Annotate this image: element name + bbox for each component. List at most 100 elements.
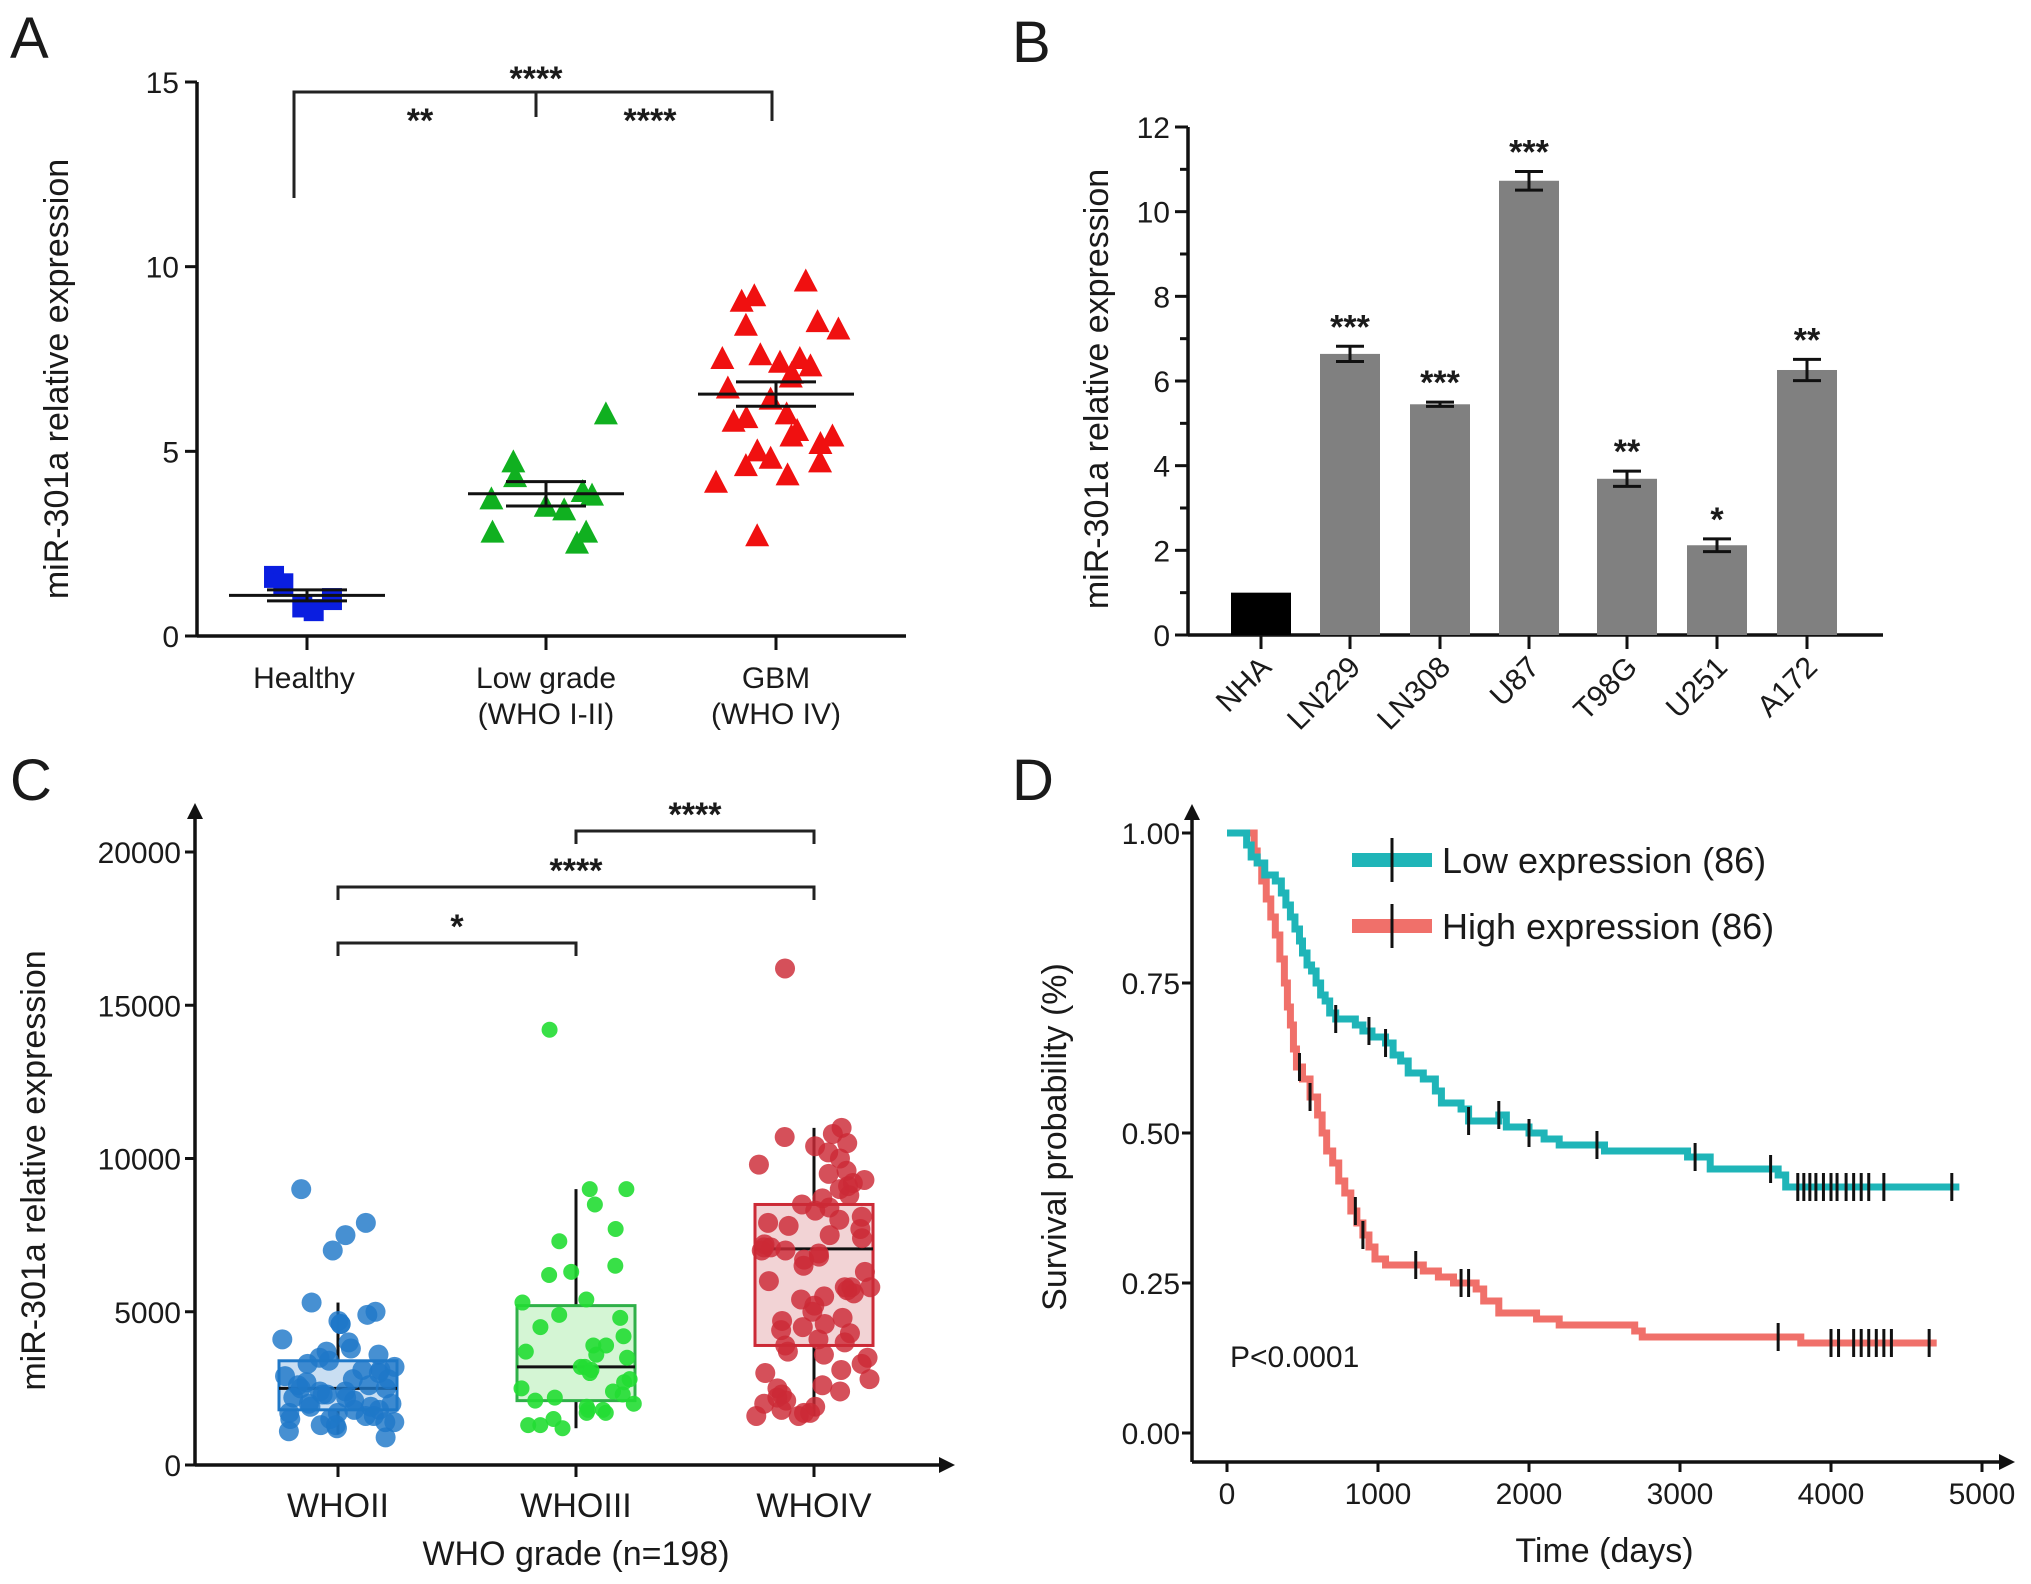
y-tick-label: 5	[162, 436, 179, 469]
data-point-triangle	[501, 449, 526, 473]
data-point	[586, 1196, 603, 1213]
data-point	[860, 1277, 881, 1298]
data-point	[859, 1369, 880, 1390]
data-point-square	[292, 595, 313, 618]
data-point	[532, 1417, 549, 1434]
data-point-square	[273, 573, 294, 596]
x-tick-label: 2000	[1496, 1478, 1563, 1511]
data-point	[300, 1396, 321, 1417]
data-point	[830, 1381, 851, 1402]
data-point	[788, 1405, 809, 1426]
data-point	[375, 1378, 396, 1399]
x-tick-label: 4000	[1798, 1478, 1865, 1511]
data-point	[812, 1375, 833, 1396]
data-point	[818, 1163, 839, 1184]
data-point	[546, 1389, 563, 1406]
bar	[1320, 353, 1380, 635]
data-point-triangle	[767, 349, 792, 373]
y-tick-label: 6	[1153, 366, 1170, 399]
data-point	[375, 1412, 396, 1433]
data-point	[808, 1329, 829, 1350]
y-tick-label: 1.00	[1122, 818, 1180, 851]
significance-label: **	[407, 102, 434, 140]
x-axis-arrow-icon	[1999, 1454, 2015, 1470]
data-point	[517, 1343, 534, 1360]
data-point	[854, 1261, 875, 1282]
x-axis-title: WHO grade (n=198)	[422, 1535, 729, 1573]
data-point	[775, 958, 796, 979]
data-point	[335, 1225, 356, 1246]
y-axis-title: miR-301a relative expression	[1078, 169, 1116, 609]
data-point	[829, 1209, 850, 1230]
p-value-annotation: P<0.0001	[1230, 1341, 1359, 1374]
data-point	[834, 1332, 855, 1353]
data-point	[777, 1341, 798, 1362]
data-point	[318, 1350, 339, 1371]
data-point-triangle	[775, 462, 800, 486]
x-tick-label: (WHO I-II)	[478, 698, 615, 731]
x-tick-label: Healthy	[253, 662, 355, 695]
data-point	[578, 1404, 595, 1421]
data-point	[793, 1255, 814, 1276]
data-point	[852, 1228, 873, 1249]
significance-label: ****	[510, 60, 564, 98]
bar	[1410, 404, 1470, 635]
data-point	[851, 1353, 872, 1374]
y-tick-label: 15	[146, 67, 179, 100]
x-tick-label: (WHO IV)	[711, 698, 841, 731]
data-point	[607, 1257, 624, 1274]
data-point	[330, 1314, 351, 1335]
x-tick-label: 1000	[1345, 1478, 1412, 1511]
significance-label: **	[1614, 433, 1641, 471]
data-point	[822, 1123, 843, 1144]
data-point	[278, 1421, 299, 1442]
data-point-triangle	[703, 469, 728, 493]
data-point	[758, 1271, 779, 1292]
data-point	[597, 1404, 614, 1421]
data-point-triangle	[745, 523, 770, 547]
panel-letter-d: D	[1012, 748, 1054, 813]
significance-label: ****	[550, 852, 604, 890]
data-point	[618, 1181, 635, 1198]
panel-a-scatter: 0 5 10 15 Healthy Low grade(WHO I-II) GBM(WHO …	[38, 60, 906, 731]
data-point	[802, 1301, 823, 1322]
significance-bracket	[336, 885, 816, 900]
y-axis-arrow-icon	[187, 803, 203, 819]
data-point-triangle	[805, 309, 830, 333]
data-point	[355, 1212, 376, 1233]
data-point	[813, 1344, 834, 1365]
data-point-triangle	[710, 346, 735, 369]
data-point	[283, 1387, 304, 1408]
y-tick-label: 10	[146, 252, 179, 285]
data-point	[775, 1240, 796, 1261]
data-point	[837, 1133, 858, 1154]
data-point-triangle	[758, 445, 783, 469]
data-point	[355, 1405, 376, 1426]
bar	[1499, 180, 1559, 635]
data-point	[832, 1307, 853, 1328]
y-tick-label: 0	[1153, 620, 1170, 653]
y-axis-title: miR-301a relative expression	[38, 159, 76, 599]
y-tick-label: 20000	[98, 837, 181, 870]
data-point	[839, 1185, 860, 1206]
data-point	[615, 1328, 632, 1345]
bar	[1777, 369, 1837, 635]
panel-d-survival-curve: 0.00 0.25 0.50 0.75 1.00 0 1000 2000 3000 4000 500…	[1036, 804, 2015, 1570]
y-tick-label: 0	[162, 621, 179, 654]
data-point-square	[321, 588, 342, 611]
legend-label: High expression (86)	[1442, 906, 1774, 947]
data-point	[578, 1291, 595, 1308]
data-point	[758, 1212, 779, 1233]
data-point	[551, 1306, 568, 1323]
data-point-triangle	[793, 268, 818, 292]
data-point	[310, 1415, 331, 1436]
x-tick-label: WHOIV	[756, 1487, 872, 1525]
bar	[1231, 592, 1291, 635]
significance-bracket	[574, 829, 816, 844]
panel-letter-b: B	[1012, 10, 1051, 75]
panel-letter-a: A	[10, 6, 49, 71]
data-point	[291, 1179, 312, 1200]
data-point	[616, 1374, 633, 1391]
data-point-triangle	[734, 405, 759, 429]
